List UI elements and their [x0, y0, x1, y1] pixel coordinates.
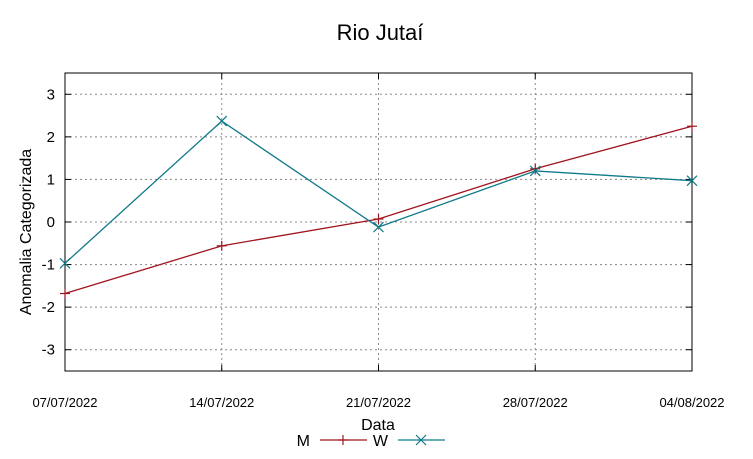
y-tick-label: -2 — [42, 299, 55, 316]
data-point-m — [216, 240, 227, 251]
data-point-w — [59, 257, 71, 269]
series-line-w — [64, 120, 693, 264]
y-tick-label: 2 — [47, 129, 55, 146]
legend-label-m: M — [297, 433, 310, 450]
data-point-m — [60, 288, 70, 299]
legend-marker-w — [415, 434, 427, 446]
x-tick-label: 21/07/2022 — [346, 395, 411, 410]
data-point-m — [687, 121, 697, 132]
data-point-w — [216, 115, 228, 127]
y-tick-label: 3 — [47, 86, 55, 103]
x-tick-label: 14/07/2022 — [189, 395, 254, 410]
data-point-m — [373, 214, 384, 225]
y-tick-label: -1 — [42, 257, 55, 274]
legend-label-w: W — [373, 433, 389, 450]
y-axis-label: Anomalia Categorizada — [18, 149, 35, 315]
y-axis: -3 -2 -1 0 1 2 3 — [42, 86, 692, 359]
x-tick-label: 07/07/2022 — [32, 395, 97, 410]
x-tick-label: 04/08/2022 — [659, 395, 724, 410]
series-layer — [59, 115, 698, 299]
y-tick-label: 0 — [47, 214, 55, 231]
data-point-w — [686, 175, 698, 187]
y-tick-label: 1 — [47, 171, 55, 188]
y-tick-label: -3 — [42, 342, 55, 359]
legend-marker-m — [338, 435, 348, 445]
data-point-m — [530, 163, 541, 174]
x-axis-label: Data — [361, 417, 395, 434]
chart-title: Rio Jutaí — [337, 20, 424, 45]
data-point-w — [529, 165, 541, 177]
data-point-w — [373, 221, 384, 233]
x-tick-label: 28/07/2022 — [503, 395, 568, 410]
x-axis: 07/07/2022 14/07/2022 21/07/2022 28/07/2022… — [32, 73, 725, 410]
